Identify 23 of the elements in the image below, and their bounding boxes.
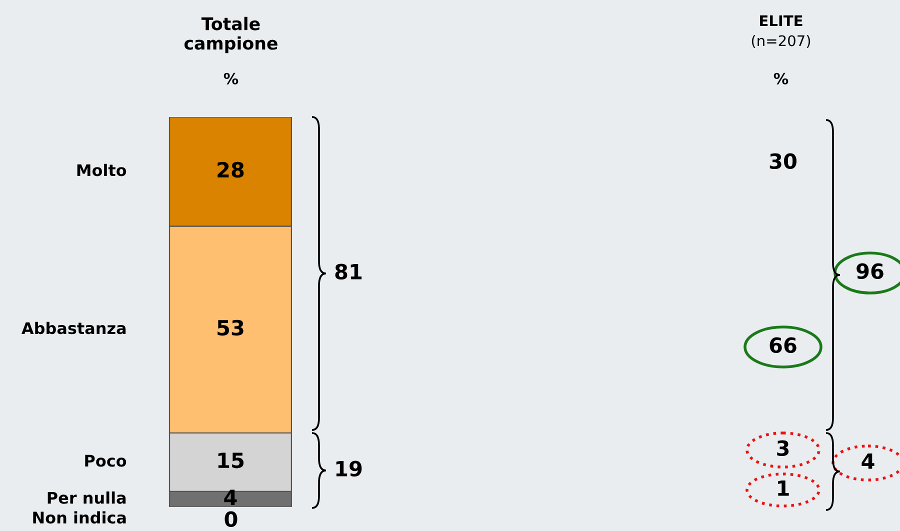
chart-title: Totale campione xyxy=(184,16,278,54)
data-label: 28 xyxy=(218,162,244,178)
text: 4 xyxy=(862,454,874,469)
text: 1 xyxy=(778,480,789,496)
text: 66 xyxy=(770,337,796,354)
text: Poco xyxy=(85,454,126,467)
text: 3 xyxy=(777,440,789,456)
text: Molto xyxy=(77,164,126,176)
data-label: 15 xyxy=(218,452,244,468)
text: % xyxy=(774,72,788,84)
text: Non indica xyxy=(33,511,126,524)
text: 96 xyxy=(856,263,884,280)
text: Abbastanza xyxy=(22,322,126,334)
chart-subtitle: % xyxy=(224,72,238,84)
text: 19 xyxy=(336,460,362,477)
text: 30 xyxy=(770,153,796,170)
text: (n=207) xyxy=(752,34,810,48)
text: 81 xyxy=(335,264,362,280)
text: ELITE xyxy=(760,15,802,26)
text: Per nulla xyxy=(48,491,126,504)
data-label: 4 xyxy=(224,490,237,505)
data-label: 53 xyxy=(218,320,244,336)
text: 0 xyxy=(224,511,238,528)
